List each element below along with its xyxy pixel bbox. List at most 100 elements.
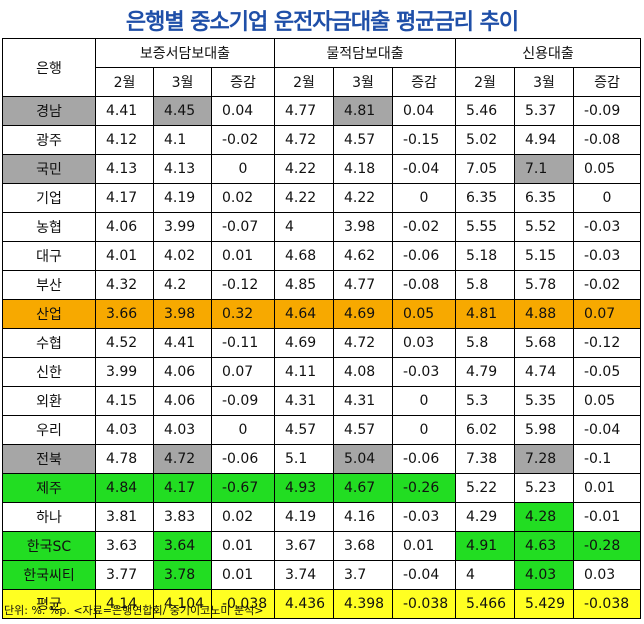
table-row: 제주 4.84 4.17 -0.67 4.93 4.67 -0.26 5.22 5.23 0.01 [2, 473, 641, 503]
rate-cell: 4.64 [274, 299, 334, 329]
rate-cell: 4.08 [333, 357, 393, 387]
rate-cell: 5.1 [274, 444, 334, 474]
rate-cell: -0.038 [211, 589, 275, 619]
rate-cell: 4.68 [274, 241, 334, 271]
rate-cell: 6.02 [455, 415, 515, 445]
bank-name-cell: 평균 [2, 589, 96, 619]
rate-cell: 4.57 [333, 415, 393, 445]
rate-cell: 5.98 [514, 415, 574, 445]
rate-cell: -0.02 [211, 125, 275, 155]
rate-cell: 6.35 [514, 183, 574, 213]
bank-name-cell: 농협 [2, 212, 96, 242]
table-row: 전북 4.78 4.72 -0.06 5.1 5.04 -0.06 7.38 7.28 -0.1 [2, 444, 641, 474]
table-row: 기업 4.17 4.19 0.02 4.22 4.22 0 6.35 6.35 0 [2, 183, 641, 213]
rate-cell: 4.88 [514, 299, 574, 329]
rate-cell: 5.18 [455, 241, 515, 271]
rate-cell: -0.12 [211, 270, 275, 300]
rate-cell: 4.17 [95, 183, 154, 213]
table-row: 한국SC 3.63 3.64 0.01 3.67 3.68 0.01 4.91 4.63 -0.2… [2, 531, 641, 561]
rate-cell: 4.32 [95, 270, 154, 300]
table-row: 광주 4.12 4.1 -0.02 4.72 4.57 -0.15 5.02 4.94 -0.08 [2, 125, 641, 155]
source-footnote: 단위: %. %p. <자료=은행연합회/ 중기이코노미 분석> [4, 604, 264, 617]
rate-cell: 0 [392, 183, 456, 213]
bank-name-cell: 부산 [2, 270, 96, 300]
rate-cell: 3.68 [333, 531, 393, 561]
rate-cell: 4.14 [95, 589, 154, 619]
rate-cell: 4.29 [455, 502, 515, 532]
rate-cell: 4.19 [153, 183, 212, 213]
rate-cell: 4.69 [333, 299, 393, 329]
rate-cell: 5.23 [514, 473, 574, 503]
sub-header-mar: 3월 [514, 67, 574, 97]
rate-cell: -0.02 [573, 270, 641, 300]
table-row: 산업 3.66 3.98 0.32 4.64 4.69 0.05 4.81 4.88 0.07 [2, 299, 641, 329]
rate-cell: 5.55 [455, 212, 515, 242]
rate-cell: 4 [274, 212, 334, 242]
bank-name-cell: 기업 [2, 183, 96, 213]
bank-name-cell: 우리 [2, 415, 96, 445]
rate-cell: 4.28 [514, 502, 574, 532]
rate-cell: 4.03 [153, 415, 212, 445]
rate-cell: 4.02 [153, 241, 212, 271]
rate-cell: 0.01 [211, 560, 275, 590]
rate-cell: -0.04 [392, 154, 456, 184]
rate-cell: 4.1 [153, 125, 212, 155]
group-header-guarantee: 보증서담보대출 [95, 38, 275, 68]
rate-cell: 4.436 [274, 589, 334, 619]
rate-cell: 0.04 [392, 96, 456, 126]
rate-cell: 5.3 [455, 386, 515, 416]
rate-cell: 4.22 [274, 183, 334, 213]
rate-cell: 4.11 [274, 357, 334, 387]
rate-cell: 4.19 [274, 502, 334, 532]
rate-cell: 0.05 [392, 299, 456, 329]
rate-cell: 4.81 [455, 299, 515, 329]
rate-cell: 5.466 [455, 589, 515, 619]
rate-cell: -0.03 [573, 212, 641, 242]
sub-header-feb: 2월 [95, 67, 154, 97]
rate-cell: 0.03 [573, 560, 641, 590]
rate-cell: 4.72 [153, 444, 212, 474]
rate-cell: 4.67 [333, 473, 393, 503]
rate-cell: -0.03 [392, 357, 456, 387]
rate-cell: -0.08 [573, 125, 641, 155]
rate-cell: 0.32 [211, 299, 275, 329]
rate-cell: 0 [573, 183, 641, 213]
rate-cell: -0.67 [211, 473, 275, 503]
rate-cell: 5.35 [514, 386, 574, 416]
rate-cell: 3.99 [95, 357, 154, 387]
rate-cell: 4.15 [95, 386, 154, 416]
rate-cell: 0.07 [573, 299, 641, 329]
rate-cell: -0.03 [392, 502, 456, 532]
rate-cell: 0.01 [573, 473, 641, 503]
rate-cell: 3.77 [95, 560, 154, 590]
rate-cell: 4.77 [274, 96, 334, 126]
rate-cell: 5.04 [333, 444, 393, 474]
rate-cell: 4.52 [95, 328, 154, 358]
table-row: 하나 3.81 3.83 0.02 4.19 4.16 -0.03 4.29 4.28 -0.01 [2, 502, 641, 532]
rate-cell: 4.94 [514, 125, 574, 155]
rate-cell: 3.7 [333, 560, 393, 590]
rate-cell: -0.038 [573, 589, 641, 619]
sub-header-feb: 2월 [274, 67, 334, 97]
rate-cell: 0 [392, 415, 456, 445]
rate-cell: 0 [211, 154, 275, 184]
rate-cell: 0.01 [211, 241, 275, 271]
group-header-collateral: 물적담보대출 [274, 38, 456, 68]
rate-cell: 5.15 [514, 241, 574, 271]
rate-cell: 4.398 [333, 589, 393, 619]
rate-cell: 0.01 [392, 531, 456, 561]
rate-cell: -0.04 [573, 415, 641, 445]
table-row: 한국씨티 3.77 3.78 0.01 3.74 3.7 -0.04 4 4.03 0.03 [2, 560, 641, 590]
bank-name-cell: 전북 [2, 444, 96, 474]
rate-cell: 4.77 [333, 270, 393, 300]
rate-cell: 4.91 [455, 531, 515, 561]
rate-cell: 4.45 [153, 96, 212, 126]
rate-cell: 4.03 [514, 560, 574, 590]
sub-header-feb: 2월 [455, 67, 515, 97]
rate-cell: 0.05 [573, 154, 641, 184]
rate-cell: 4.78 [95, 444, 154, 474]
rate-cell: 0.04 [211, 96, 275, 126]
table-row: 신한 3.99 4.06 0.07 4.11 4.08 -0.03 4.79 4.74 -0.05 [2, 357, 641, 387]
rate-cell: -0.09 [573, 96, 641, 126]
rate-cell: 4.18 [333, 154, 393, 184]
